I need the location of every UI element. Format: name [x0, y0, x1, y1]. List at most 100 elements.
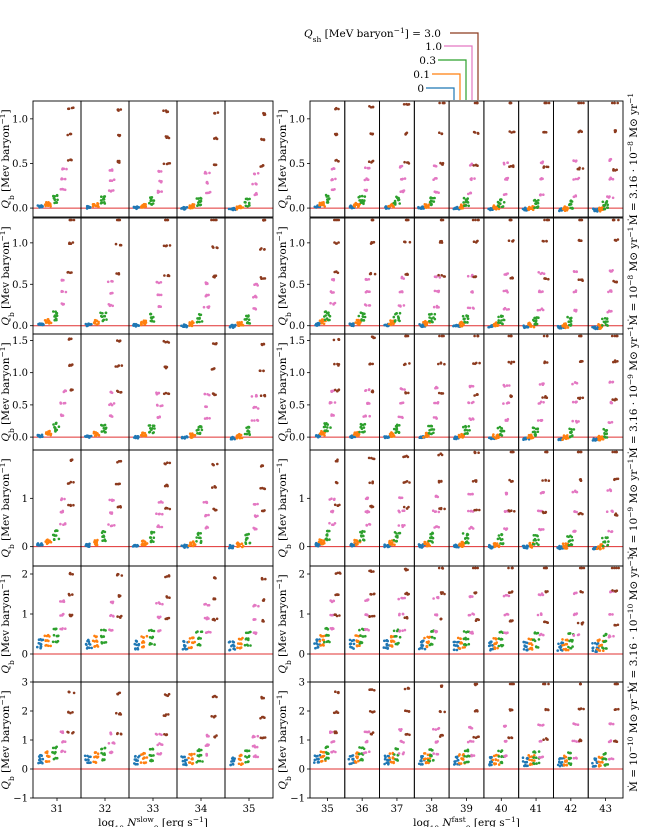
data-point	[89, 434, 93, 438]
data-point	[403, 628, 407, 632]
data-point	[373, 592, 376, 596]
data-point	[166, 461, 169, 465]
data-point	[545, 566, 548, 570]
data-point	[435, 494, 438, 498]
data-point	[190, 646, 193, 649]
data-point	[335, 481, 339, 485]
data-point	[466, 537, 470, 540]
data-point	[370, 688, 374, 691]
data-point	[598, 206, 601, 210]
data-point	[243, 432, 247, 436]
data-point	[430, 317, 433, 320]
data-point	[543, 620, 546, 624]
data-point	[365, 304, 368, 307]
data-point	[507, 239, 511, 242]
data-point	[577, 278, 581, 282]
data-point	[61, 167, 64, 170]
data-point	[408, 481, 411, 484]
data-point	[601, 206, 604, 209]
data-point	[182, 763, 185, 766]
data-point	[336, 459, 339, 463]
data-point	[314, 542, 318, 546]
data-point	[205, 735, 209, 738]
y-tick-label: 1	[299, 494, 305, 505]
data-point	[474, 619, 478, 622]
data-point	[369, 271, 373, 275]
data-point	[582, 101, 585, 105]
y-axis-label: Qb [Mev baryon−1]	[275, 574, 293, 673]
data-point	[111, 601, 114, 605]
y-tick-label: 2	[299, 570, 305, 581]
data-point	[495, 437, 498, 440]
data-point	[440, 132, 444, 135]
data-point	[491, 644, 494, 647]
data-point	[510, 218, 513, 222]
data-point	[463, 646, 467, 649]
data-point	[334, 242, 338, 245]
data-point	[430, 424, 433, 428]
data-point	[136, 647, 140, 651]
data-point	[501, 644, 505, 647]
data-point	[188, 204, 192, 207]
data-point	[432, 305, 436, 309]
data-point	[325, 533, 329, 536]
data-point	[613, 589, 617, 593]
data-point	[425, 431, 429, 435]
data-point	[360, 318, 363, 321]
data-point	[507, 594, 511, 598]
data-point	[472, 418, 475, 421]
y-axis-label: Qb [Mev baryon−1]	[0, 458, 16, 557]
data-point	[231, 207, 235, 210]
data-point	[434, 177, 438, 180]
data-point	[373, 689, 376, 692]
data-point	[213, 694, 217, 698]
data-point	[109, 751, 113, 755]
data-point	[437, 191, 440, 194]
data-point	[474, 218, 477, 222]
data-point	[564, 322, 567, 325]
data-point	[200, 320, 204, 323]
data-point	[575, 308, 578, 312]
data-point	[471, 595, 474, 598]
data-point	[502, 429, 506, 433]
data-point	[466, 637, 470, 641]
data-point	[149, 196, 153, 200]
data-point	[55, 311, 58, 315]
data-point	[575, 510, 578, 514]
data-point	[572, 633, 576, 637]
data-point	[62, 278, 65, 282]
data-point	[204, 602, 207, 606]
data-point	[613, 623, 617, 627]
data-point	[505, 631, 508, 635]
y-axis-label: Qb [Mev baryon−1]	[275, 109, 293, 208]
data-point	[246, 321, 249, 324]
data-point	[499, 202, 502, 205]
data-point	[51, 746, 55, 750]
subplot-frame	[32, 565, 82, 683]
data-point	[318, 753, 322, 757]
data-point	[365, 188, 369, 192]
data-point	[100, 642, 104, 645]
data-point	[602, 647, 605, 650]
data-point	[164, 575, 167, 579]
data-point	[157, 629, 161, 633]
data-point	[396, 759, 400, 762]
y-tick-label: 0.5	[289, 159, 305, 170]
data-point	[69, 711, 72, 715]
data-point	[187, 544, 191, 547]
data-point	[338, 614, 341, 617]
data-point	[325, 195, 329, 198]
data-point	[558, 544, 561, 548]
data-point	[149, 540, 153, 544]
data-point	[405, 454, 408, 458]
data-point	[254, 395, 258, 398]
data-point	[615, 514, 619, 517]
data-point	[261, 486, 264, 490]
data-point	[505, 177, 508, 180]
data-point	[54, 746, 57, 749]
data-point	[253, 603, 256, 607]
data-point	[591, 642, 594, 645]
data-point	[575, 159, 578, 162]
data-point	[64, 627, 67, 630]
data-point	[253, 528, 257, 531]
